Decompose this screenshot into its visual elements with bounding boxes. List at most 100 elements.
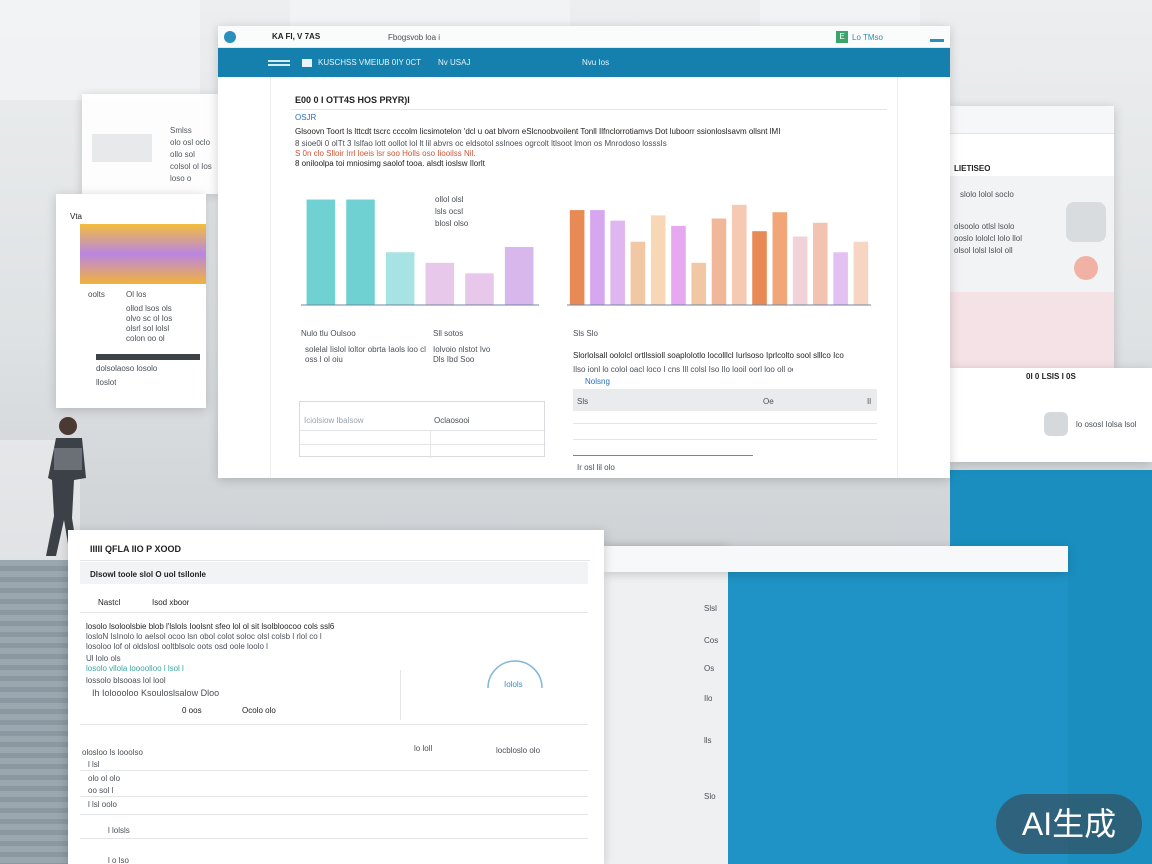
tab-item[interactable]: Isod xboor xyxy=(152,598,190,607)
bullet-item: lossolo blsooas lol lool xyxy=(86,676,166,685)
browser-tab[interactable]: Fbogsvob loa i xyxy=(388,33,441,42)
section-label: Sls Slo xyxy=(573,329,598,338)
toggle-icon[interactable] xyxy=(1066,202,1106,242)
table-row: oo sol l xyxy=(88,786,114,795)
section-line: solelal Iislol loltor obrta Iaols loo cl xyxy=(305,345,426,354)
metric-label: 0 oos xyxy=(182,706,202,715)
chart-bar xyxy=(731,204,747,305)
data-table-right: Slorlolsall oololcl ortllssioll soaplolo… xyxy=(573,339,877,459)
left-window-caption: oolts xyxy=(88,290,105,299)
paragraph-line: Glsoovn Toort ls lttcdt tscrc cccolm lic… xyxy=(295,127,781,136)
breadcrumb: OSJR xyxy=(295,113,317,122)
chart-bar xyxy=(569,210,585,305)
panel-line: Ilo xyxy=(704,694,713,703)
legend-entry: blosl olso xyxy=(435,219,469,228)
chart-bar xyxy=(853,241,869,305)
bullet-item: losolo lsoloolsbie blob l'lslols Ioolsnt… xyxy=(86,622,335,631)
left-window-list-item: olsrl sol lolsl xyxy=(126,324,170,333)
bottom-strip-window xyxy=(604,546,1068,572)
bottom-right-window: oolvooo Slsl Cos Os Ilo lls Slo xyxy=(604,546,728,864)
chart-bar xyxy=(590,210,605,305)
paragraph-line: S 0n clo Slloir Irrl loeis lsr soo Holls… xyxy=(295,149,476,158)
section-line: Iolvoio nlstot Ivo xyxy=(433,345,491,354)
left-window: Vta oolts Ol los ollod lsos ols olvo sc … xyxy=(56,194,206,408)
background-block xyxy=(0,0,200,100)
small-window-line: ollo sol xyxy=(170,150,195,159)
nav-badge-icon xyxy=(302,59,312,67)
panel-line: lls xyxy=(704,736,712,745)
right-window-line: slolo lolol soclo xyxy=(960,190,1014,199)
table-line: Ilso ionl lo colol oacl loco I cns Ill c… xyxy=(573,365,793,374)
section-label: Nulo tlu Oulsoo xyxy=(301,329,356,338)
table-header-right: Oclaosooi xyxy=(434,416,470,425)
right-window-line: ooslo lololcl lolo llol xyxy=(954,234,1023,243)
table-header: Iciolsiow Ibalsow xyxy=(304,416,364,425)
table-cell: Il xyxy=(867,397,871,406)
title-bar: KA FI, V 7AS Fbogsvob loa i E Lo TMso xyxy=(218,26,950,48)
window-title: KA FI, V 7AS xyxy=(272,32,321,41)
table-header: lo loll xyxy=(414,744,433,753)
metric-label: Ocolo olo xyxy=(242,706,276,715)
left-window-list-item: ollod lsos ols xyxy=(126,304,172,313)
background-block xyxy=(760,0,920,26)
gauge-label: Iolols xyxy=(504,680,523,689)
chart-bar xyxy=(504,247,534,305)
left-window-list-item: olvo sc ol Ios xyxy=(126,314,173,323)
refresh-icon[interactable] xyxy=(1074,256,1098,280)
chart-bar xyxy=(465,273,494,305)
chart-bar xyxy=(346,199,375,305)
bullet-item: losloN IsInolo lo aelsol ocoo lsn obol c… xyxy=(86,632,322,641)
person-figure xyxy=(46,417,86,556)
background-window-small: Smlss olo osl oclo ollo sol colsol ol Io… xyxy=(82,94,218,194)
table-footer: Ir osl lil olo xyxy=(577,463,615,472)
table-cell: Sls xyxy=(577,397,589,406)
section-line: oss l ol oiu xyxy=(305,355,343,364)
menu-icon[interactable] xyxy=(268,60,290,62)
right-window: LIETISEO slolo lolol soclo olsoolo otlsl… xyxy=(950,106,1114,368)
right-window-title: LIETISEO xyxy=(954,164,991,173)
chart-bar xyxy=(691,262,707,305)
panel-line: Slsl xyxy=(704,604,717,613)
table-line: Nolsng xyxy=(585,377,610,386)
bottom-window-subtitle: Dlsowl toole slol O uol tsllonle xyxy=(90,570,207,579)
ai-watermark-badge: AI生成 xyxy=(996,794,1142,854)
chart-bar xyxy=(425,262,455,305)
bullet-item: losoloo lof ol oldslosl ooltblsolc oots … xyxy=(86,642,268,651)
nav-item[interactable]: Nv USAJ xyxy=(438,58,471,67)
chart-bar xyxy=(650,215,666,305)
main-window: KA FI, V 7AS Fbogsvob loa i E Lo TMso KU… xyxy=(218,26,950,478)
badge-text: Lo TMso xyxy=(852,33,883,42)
table-header: olosloo ls looolso xyxy=(82,748,143,757)
table-line: Slorlolsall oololcl ortllssioll soaplolo… xyxy=(573,351,844,360)
chart-bar xyxy=(671,225,686,305)
chart-bar xyxy=(813,222,828,305)
table-cell: Oe xyxy=(763,397,774,406)
right-window-2-line: lo ososl Iolsa lsol xyxy=(1076,420,1137,429)
table-row: l o lso xyxy=(108,856,129,864)
sea-background xyxy=(0,560,80,864)
signal-icon xyxy=(930,32,944,42)
left-window-list-item: dolsolaoso losolo xyxy=(96,364,158,373)
data-table-left: Iciolsiow Ibalsow Oclaosooi xyxy=(299,401,546,458)
paragraph-line: 8 oniloolpa toi mniosimg saolof tooa. al… xyxy=(295,159,485,168)
small-window-line: colsol ol Ios xyxy=(170,162,212,171)
nav-item[interactable]: KUSCHSS VMEIUB 0IY 0CT xyxy=(318,58,421,67)
bullet-item: losolo vllola loooolloo l lsol l xyxy=(86,664,184,673)
legend-entry: lsls ocsl xyxy=(435,207,464,216)
right-window-line: olsol lolsl lslol oll xyxy=(954,246,1013,255)
app-logo-icon xyxy=(224,31,236,43)
panel-line: Cos xyxy=(704,636,719,645)
table-row: l lsl xyxy=(88,760,100,769)
chart-bar xyxy=(833,252,848,305)
tab-item[interactable]: Nastcl xyxy=(98,598,121,607)
banner-image xyxy=(80,224,206,284)
table-row: l lsl oolo xyxy=(88,800,117,809)
table-row: olo ol olo xyxy=(88,774,121,783)
left-window-list-item: colon oo ol xyxy=(126,334,165,343)
right-window-line: olsoolo otlsl lsolo xyxy=(954,222,1015,231)
badge-icon: E xyxy=(836,31,848,43)
bar-chart-left xyxy=(301,199,539,306)
nav-right-label[interactable]: Nvu Ios xyxy=(582,58,610,67)
small-window-line: loso o xyxy=(170,174,192,183)
nav-bar: KUSCHSS VMEIUB 0IY 0CT Nv USAJ Nvu Ios xyxy=(218,48,950,77)
